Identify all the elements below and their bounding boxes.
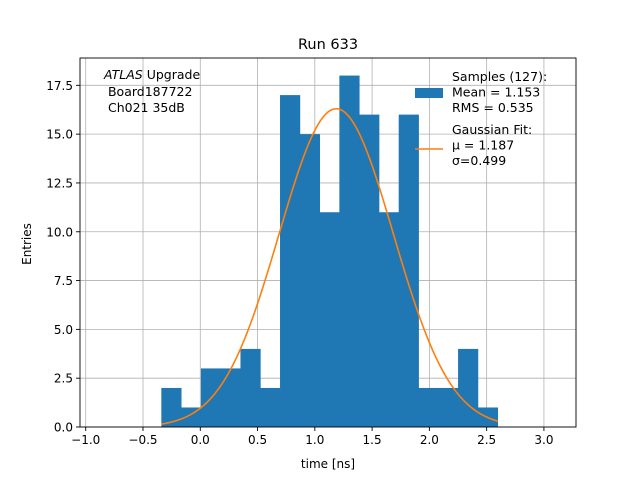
- plot-frame: [79, 57, 577, 428]
- histogram-bars: [161, 75, 499, 428]
- y-tick-label: 5.0: [54, 323, 73, 337]
- legend-samples-text: RMS = 0.535: [452, 100, 534, 115]
- x-tick-label: 0.5: [248, 433, 267, 447]
- histogram-bar: [418, 387, 439, 427]
- x-axis-label: time [ns]: [301, 457, 355, 471]
- histogram-bar: [181, 407, 202, 427]
- legend-fit-text: Gaussian Fit:: [452, 122, 532, 137]
- histogram-bar: [161, 387, 182, 427]
- y-tick-label: 7.5: [54, 274, 73, 288]
- x-tick-label: 3.0: [534, 433, 553, 447]
- x-tick-label: 0.0: [191, 433, 210, 447]
- legend: Samples (127): Mean = 1.153 RMS = 0.535 G…: [415, 69, 547, 168]
- histogram-bar: [378, 212, 400, 427]
- svg-text:ATLAS Upgrade: ATLAS Upgrade: [103, 67, 200, 82]
- annotation-board: Board187722: [104, 84, 192, 99]
- legend-fit-text: μ = 1.187: [452, 138, 514, 153]
- histogram-bar: [458, 348, 479, 427]
- annotation-channel: Ch021 35dB: [104, 100, 185, 115]
- histogram-bar: [220, 368, 241, 427]
- y-tick-label: 15.0: [46, 128, 73, 142]
- x-tick-label: −1.0: [71, 433, 100, 447]
- histogram-bar: [398, 114, 419, 427]
- tick-labels: −1.0 −0.5 0.0 0.5 1.0 1.5 2.0 2.5 3.0 0.0 2.5 5.0 7.…: [46, 79, 553, 447]
- x-tick-label: 1.0: [305, 433, 324, 447]
- x-tick-label: 2.0: [420, 433, 439, 447]
- gaussian-fit: [161, 107, 499, 425]
- histogram-bar: [299, 134, 320, 427]
- histogram-bar: [359, 114, 380, 427]
- x-tick-label: −0.5: [128, 433, 157, 447]
- legend-samples-patch: [415, 88, 443, 98]
- annotation-italic: ATLAS: [103, 67, 143, 82]
- annotation-line1-rest: Upgrade: [143, 67, 201, 82]
- x-tick-label: 1.5: [363, 433, 382, 447]
- y-tick-label: 2.5: [54, 372, 73, 386]
- y-tick-label: 17.5: [46, 79, 73, 93]
- legend-fit-text: σ=0.499: [452, 153, 506, 168]
- x-tick-label: 2.5: [477, 433, 496, 447]
- histogram-bar: [280, 95, 301, 427]
- y-tick-label: 10.0: [46, 225, 73, 239]
- legend-samples-text: Samples (127):: [452, 69, 547, 84]
- histogram-bar: [319, 212, 340, 427]
- histogram-bar: [438, 387, 459, 427]
- histogram-bar: [240, 348, 261, 427]
- y-axis-label: Entries: [20, 223, 34, 265]
- y-tick-label: 0.0: [54, 421, 73, 435]
- axes: [79, 57, 577, 428]
- legend-samples-text: Mean = 1.153: [452, 85, 540, 100]
- atlas-annotation: ATLAS Upgrade Board187722 Ch021 35dB: [103, 67, 200, 115]
- chart-title: Run 633: [298, 37, 358, 53]
- y-tick-label: 12.5: [46, 176, 73, 190]
- histogram-bar: [260, 387, 281, 427]
- histogram-bar: [339, 75, 360, 428]
- gaussian-fit-line: [161, 107, 499, 425]
